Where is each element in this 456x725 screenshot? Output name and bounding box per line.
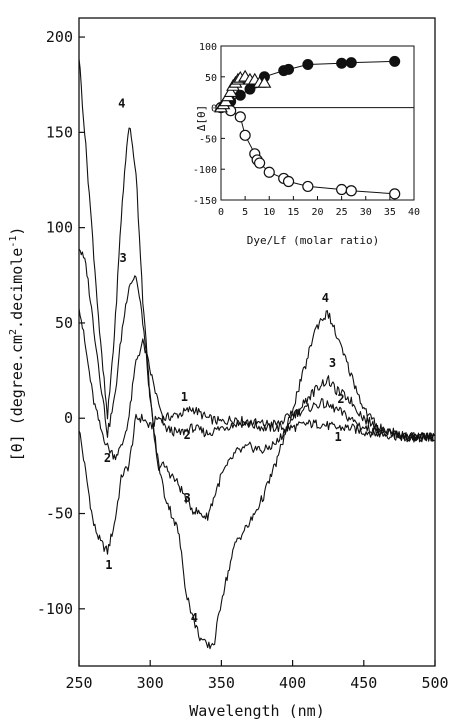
inset-x-tick-label: 15: [287, 207, 299, 218]
open-triangle-marker: [257, 75, 272, 88]
inset-x-tick-label: 20: [311, 207, 323, 218]
open-triangle-marker: [223, 85, 238, 97]
inset-x-tick-label: 5: [242, 207, 248, 218]
inset-x-tick-label: 35: [384, 207, 396, 218]
cd-curve-3: [78, 248, 435, 521]
inset-x-tick-label: 0: [218, 207, 224, 218]
open-circle-marker: [282, 175, 295, 188]
main-y-tick-label: -50: [46, 505, 73, 523]
filled-circle-marker: [302, 58, 314, 70]
open-circle-marker: [239, 129, 251, 141]
open-circle-marker: [234, 111, 246, 123]
inset-y-tick-label: -150: [193, 196, 217, 207]
curve-number-label: 1: [181, 390, 188, 404]
inset-x-axis: 0 5 10 15 20 25 30 35 40: [218, 196, 420, 218]
main-y-tick-label: 150: [46, 123, 73, 141]
inset-plot-background: [221, 46, 414, 200]
x-axis-title: Wavelength (nm): [189, 702, 324, 720]
inset-y-tick-label: 50: [205, 73, 217, 84]
inset-y-axis: -150 -100 -50 0 50 100: [193, 42, 414, 207]
open-circle-marker: [263, 166, 275, 178]
main-y-axis: -100 -50 0 50 100 150 200: [37, 28, 85, 618]
inset-y-tick-label: 100: [199, 42, 217, 53]
main-x-tick-label: 500: [421, 674, 448, 692]
curve-number-label: 4: [191, 611, 198, 625]
curve-number-label: 2: [104, 451, 111, 465]
main-curve-labels: 4 3 2 1 1 2 3 4 4 3 2 1: [104, 97, 345, 626]
main-x-tick-label: 400: [279, 674, 306, 692]
curve-number-label: 2: [337, 392, 344, 406]
main-spectrum-curves: [78, 58, 435, 650]
main-y-tick-label: 0: [64, 409, 73, 427]
filled-circle-marker: [283, 63, 295, 75]
inset-x-tick-label: 25: [336, 207, 348, 218]
inset-y-tick-label: 0: [211, 104, 217, 115]
cd-curve-1: [78, 406, 435, 555]
curve-number-label: 4: [118, 97, 125, 111]
inset-x-tick-label: 10: [263, 207, 275, 218]
open-circle-marker: [302, 180, 314, 193]
main-x-tick-label: 350: [208, 674, 235, 692]
cd-curve-2: [78, 308, 435, 461]
main-x-tick-label: 250: [65, 674, 92, 692]
filled-circle-marker: [234, 89, 246, 101]
curve-number-label: 4: [322, 291, 329, 305]
y-axis-title: [θ] (degree.cm2.decimole-1): [8, 227, 26, 462]
main-y-tick-label: 50: [55, 314, 73, 332]
main-x-axis: 250 300 350 400 450 500: [65, 660, 449, 692]
main-x-tick-label: 300: [137, 674, 164, 692]
inset-data-markers: [214, 55, 401, 200]
cd-curve-4: [78, 58, 435, 650]
inset-y-axis-title: Δ[θ]: [195, 105, 208, 132]
main-y-tick-label: 200: [46, 28, 73, 46]
inset-y-tick-label: -50: [199, 134, 217, 145]
inset-x-tick-label: 30: [360, 207, 372, 218]
open-circle-marker: [345, 185, 357, 197]
curve-number-label: 3: [184, 491, 191, 505]
main-y-tick-label: 100: [46, 219, 73, 237]
open-circle-marker: [336, 183, 348, 196]
inset-x-tick-label: 40: [408, 207, 420, 218]
main-x-tick-label: 450: [350, 674, 377, 692]
inset-y-tick-label: -100: [193, 165, 217, 176]
curve-number-label: 3: [329, 356, 336, 370]
inset-x-axis-title: Dye/Lf (molar ratio): [247, 234, 379, 247]
filled-circle-marker: [389, 55, 401, 67]
main-y-tick-label: -100: [37, 600, 73, 618]
open-circle-marker: [389, 188, 401, 200]
inset-titration-plot: -150 -100 -50 0 50 100 0 5 10 15 20 25 30 35 40 Dye/L…: [193, 42, 420, 247]
filled-circle-marker: [345, 57, 357, 69]
curve-number-label: 3: [120, 251, 127, 265]
main-plot-frame: [78, 17, 436, 667]
curve-number-label: 2: [184, 428, 191, 442]
curve-number-label: 1: [105, 558, 112, 572]
curve-number-label: 1: [335, 430, 342, 444]
open-circle-marker: [254, 157, 266, 169]
filled-circle-marker: [336, 57, 348, 69]
